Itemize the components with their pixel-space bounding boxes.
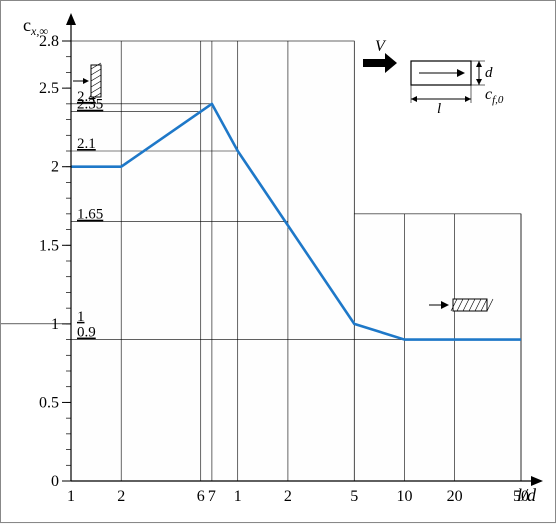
svg-text:1: 1 <box>77 309 85 325</box>
svg-text:5: 5 <box>350 488 358 505</box>
svg-text:10: 10 <box>396 488 412 505</box>
svg-text:d: d <box>485 65 493 81</box>
svg-text:1: 1 <box>51 316 59 333</box>
svg-text:2.35: 2.35 <box>77 97 103 113</box>
svg-text:cf,0: cf,0 <box>485 86 504 106</box>
svg-text:1.5: 1.5 <box>39 237 59 254</box>
svg-text:0.9: 0.9 <box>77 325 96 341</box>
svg-text:7: 7 <box>208 488 216 505</box>
svg-text:cx,∞: cx,∞ <box>23 15 48 38</box>
svg-text:6: 6 <box>197 488 205 505</box>
chart-svg: 00.511.522.52.82.42.352.11.6510.91267125… <box>1 1 556 524</box>
svg-text:1.65: 1.65 <box>77 207 103 223</box>
svg-text:0.5: 0.5 <box>39 394 59 411</box>
svg-text:l: l <box>437 101 441 117</box>
svg-text:l/d: l/d <box>517 485 537 505</box>
svg-text:2: 2 <box>284 488 292 505</box>
chart-frame: 00.511.522.52.82.42.352.11.6510.91267125… <box>0 0 556 523</box>
svg-text:V: V <box>375 38 387 55</box>
svg-text:1: 1 <box>234 488 242 505</box>
svg-text:2.5: 2.5 <box>39 80 59 97</box>
svg-text:0: 0 <box>51 473 59 490</box>
svg-text:20: 20 <box>447 488 463 505</box>
svg-text:2: 2 <box>117 488 125 505</box>
svg-text:2.1: 2.1 <box>77 136 96 152</box>
svg-text:1: 1 <box>67 488 75 505</box>
svg-text:2: 2 <box>51 159 59 176</box>
